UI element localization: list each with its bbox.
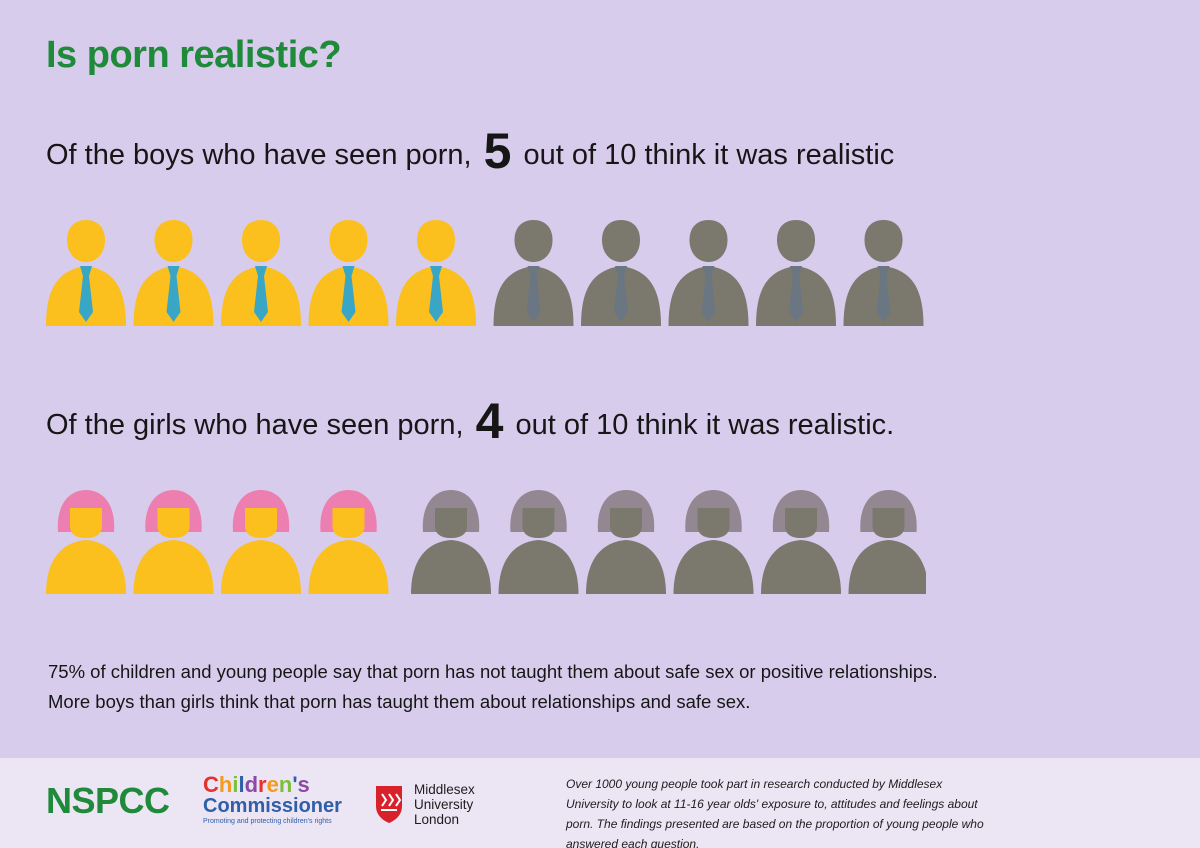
boys-stat-prefix: Of the boys who have seen porn,	[46, 139, 472, 171]
girl-icon	[133, 490, 214, 594]
middlesex-line3: London	[414, 812, 460, 827]
research-footnote: Over 1000 young people took part in rese…	[566, 777, 984, 848]
summary-note: More boys than girls think that porn has…	[48, 691, 751, 712]
boy-icon	[581, 220, 661, 326]
girl-icon	[411, 490, 491, 594]
boy-icon	[396, 220, 476, 326]
girl-icon	[46, 490, 126, 594]
page-title: Is porn realistic?	[46, 34, 342, 76]
shield-icon	[376, 786, 402, 823]
girls-stat-prefix: Of the girls who have seen porn,	[46, 409, 464, 441]
boy-icon	[46, 220, 126, 326]
boy-icon	[493, 220, 574, 326]
childrens-commissioner-word: Children's	[203, 772, 310, 797]
summary-note: 75% of children and young people say tha…	[48, 661, 938, 682]
boys-stat-line: Of the boys who have seen porn, 5 out of…	[46, 122, 894, 180]
girl-icon	[761, 490, 841, 594]
girl-icon	[221, 490, 301, 594]
girl-pictogram	[46, 490, 926, 594]
girl-icon	[586, 490, 666, 594]
boy-icon	[668, 220, 749, 326]
middlesex-line2: University	[414, 797, 474, 812]
boy-pictogram	[46, 220, 924, 326]
girls-icon-row	[46, 488, 926, 598]
girl-icon	[848, 490, 926, 594]
boys-stat-number: 5	[483, 123, 512, 179]
girls-stat-line: Of the girls who have seen porn, 4 out o…	[46, 392, 894, 450]
nspcc-logo: NSPCC	[46, 780, 170, 821]
boy-icon	[843, 220, 924, 326]
boy-icon	[308, 220, 389, 326]
middlesex-line1: Middlesex	[414, 782, 475, 797]
girl-icon	[308, 490, 389, 594]
footer: NSPCC Children's Commissioner Promoting …	[0, 758, 1200, 848]
childrens-commissioner-logo: Children's Commissioner Promoting and pr…	[203, 774, 342, 826]
girl-icon	[673, 490, 754, 594]
middlesex-university-name: Middlesex University London	[414, 782, 475, 827]
childrens-commissioner-line2: Commissioner	[203, 795, 342, 817]
infographic: Is porn realistic? Of the boys who have …	[46, 34, 938, 712]
childrens-commissioner-tagline: Promoting and protecting children's righ…	[203, 818, 332, 825]
boys-icon-row	[46, 218, 926, 328]
boy-icon	[221, 220, 301, 326]
girls-stat-suffix: out of 10 think it was realistic.	[515, 409, 895, 441]
girl-icon	[498, 490, 579, 594]
boy-icon	[756, 220, 836, 326]
boys-stat-suffix: out of 10 think it was realistic	[523, 139, 895, 171]
girls-stat-number: 4	[475, 393, 504, 449]
childrens-commissioner-line1: Children's	[203, 774, 331, 796]
boy-icon	[133, 220, 214, 326]
